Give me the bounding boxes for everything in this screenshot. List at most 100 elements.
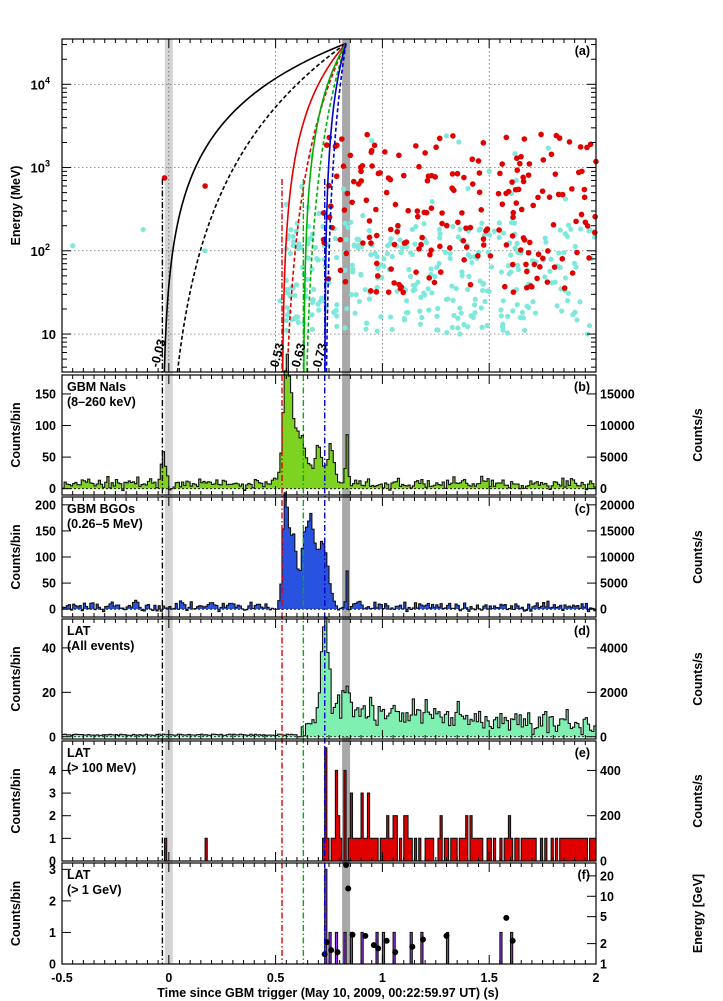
y-tick-label: 50 [42, 451, 56, 465]
y-tick-label: 3 [49, 863, 56, 877]
high-energy-event [526, 239, 533, 246]
marker-label: 0.63 [289, 342, 309, 369]
y-tick-label: 100 [35, 551, 56, 565]
low-energy-event [362, 287, 368, 293]
high-energy-event [433, 144, 439, 151]
high-energy-event [387, 226, 394, 233]
high-energy-event [573, 218, 579, 225]
low-energy-event [352, 310, 358, 316]
low-energy-event [562, 196, 569, 202]
low-energy-event [565, 297, 571, 304]
right-tick-label: 1 [600, 958, 607, 972]
low-energy-event [401, 315, 407, 322]
low-energy-event [360, 212, 366, 219]
y-tick-label: 50 [42, 577, 56, 591]
low-energy-event [417, 321, 424, 327]
dispersion-curve [163, 42, 347, 373]
photon-point [443, 932, 450, 939]
low-energy-event [519, 309, 526, 316]
low-energy-event [305, 255, 311, 261]
high-energy-event [569, 270, 576, 276]
high-energy-event [559, 191, 566, 198]
high-energy-event [460, 237, 467, 244]
low-energy-event [70, 243, 76, 249]
low-energy-event [477, 226, 484, 232]
low-energy-event [381, 263, 387, 269]
low-energy-event [532, 310, 539, 316]
panel-label: (a) [575, 44, 590, 58]
right-tick-label: 20 [600, 869, 614, 883]
high-energy-event [517, 160, 523, 167]
low-energy-event [479, 324, 485, 330]
right-tick-label: 15000 [600, 524, 635, 538]
panel-subtitle: (All events) [67, 639, 134, 653]
high-energy-event [416, 163, 422, 170]
low-energy-event [389, 254, 395, 260]
low-energy-event [559, 308, 565, 314]
low-energy-event [368, 252, 374, 258]
shaded-band [342, 39, 351, 964]
dispersion-curve [286, 43, 347, 373]
y-tick-label: 0 [49, 855, 56, 869]
low-energy-event [358, 272, 364, 278]
low-energy-event [447, 250, 453, 257]
high-energy-event [495, 190, 502, 197]
low-energy-event [290, 233, 296, 240]
low-energy-event [350, 269, 356, 275]
low-energy-event [568, 226, 574, 232]
low-energy-event [506, 271, 512, 277]
high-energy-event [497, 170, 503, 177]
photon-point [392, 949, 399, 956]
high-energy-event [454, 170, 461, 177]
high-energy-event [368, 149, 375, 155]
high-energy-event [344, 190, 351, 197]
high-energy-event [397, 285, 404, 292]
right-axis-label: Counts/s [691, 408, 705, 462]
low-energy-event [342, 220, 348, 226]
histogram-fill [62, 492, 596, 612]
high-energy-event [544, 279, 551, 285]
low-energy-event [565, 222, 572, 228]
high-energy-event [333, 173, 340, 180]
low-energy-event [374, 254, 380, 260]
high-energy-event [523, 261, 529, 268]
y-tick-label: 0 [49, 482, 56, 496]
high-energy-event [480, 242, 487, 248]
low-energy-event [557, 264, 563, 271]
high-energy-event [366, 218, 373, 224]
low-energy-event [496, 220, 502, 226]
low-energy-event [459, 269, 465, 275]
low-energy-event [461, 321, 467, 328]
low-energy-event [451, 312, 457, 319]
high-energy-event [385, 175, 392, 181]
high-energy-event [521, 237, 528, 243]
y-tick-label: 200 [35, 498, 56, 512]
low-energy-event [500, 327, 506, 333]
low-energy-event [453, 285, 459, 292]
low-energy-event [284, 290, 291, 296]
low-energy-event [571, 260, 578, 266]
low-energy-event [363, 326, 369, 332]
low-energy-event [514, 240, 520, 246]
high-energy-event [510, 289, 517, 295]
marker-label: 0.53 [267, 342, 287, 369]
high-energy-event [592, 213, 598, 220]
high-energy-event [524, 268, 530, 275]
high-energy-event [437, 243, 443, 250]
low-energy-event [561, 250, 567, 256]
high-energy-event [391, 241, 398, 248]
high-energy-event [373, 289, 380, 295]
low-energy-event [366, 228, 372, 234]
photon-point [419, 936, 426, 943]
low-energy-event [345, 224, 351, 230]
dispersion-curve [306, 43, 347, 373]
low-energy-event [381, 256, 387, 262]
y-tick-label: 1 [49, 926, 56, 940]
low-energy-event [426, 307, 432, 313]
dispersion-curve [325, 43, 347, 373]
low-energy-event [479, 287, 486, 294]
low-energy-event [305, 236, 311, 242]
right-tick-label: 10 [600, 890, 614, 904]
right-tick-label: 5000 [600, 451, 628, 465]
high-energy-event [509, 261, 516, 268]
